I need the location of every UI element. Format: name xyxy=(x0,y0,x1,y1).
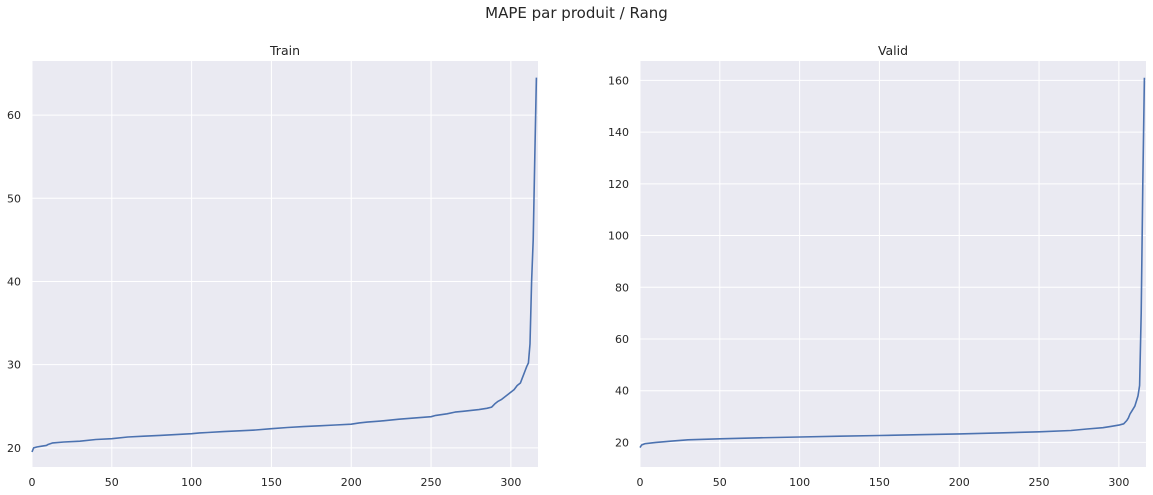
x-tick-label: 0 xyxy=(637,476,644,489)
y-tick-label: 60 xyxy=(7,109,21,122)
x-tick-label: 250 xyxy=(1029,476,1050,489)
plot-area xyxy=(32,61,538,467)
y-tick-label: 140 xyxy=(608,126,629,139)
subplot-valid: 0 50 100 150 200 250 300 20 40 60 80 100 120 140 160 Va… xyxy=(608,43,1146,489)
series-line-valid xyxy=(639,77,1146,449)
x-tick-label: 0 xyxy=(29,476,36,489)
x-tick-label: 100 xyxy=(181,476,202,489)
y-tick-label: 60 xyxy=(615,333,629,346)
x-tick-label: 200 xyxy=(949,476,970,489)
y-tick-label: 20 xyxy=(7,442,21,455)
series-line-train xyxy=(31,77,538,453)
y-tick-label: 20 xyxy=(615,436,629,449)
x-tick-label: 50 xyxy=(105,476,119,489)
x-tick-label: 50 xyxy=(713,476,727,489)
y-tick-label: 40 xyxy=(615,385,629,398)
y-tick-label: 100 xyxy=(608,230,629,243)
subplot-title-valid: Valid xyxy=(878,43,908,58)
plot-area xyxy=(640,61,1146,467)
y-tick-label: 40 xyxy=(7,275,21,288)
y-tick-label: 120 xyxy=(608,178,629,191)
subplot-train: 0 50 100 150 200 250 300 20 30 40 50 60 Train xyxy=(7,43,538,489)
y-tick-label: 80 xyxy=(615,281,629,294)
y-tick-label: 50 xyxy=(7,192,21,205)
x-tick-label: 100 xyxy=(789,476,810,489)
x-tick-label: 300 xyxy=(1108,476,1129,489)
y-tick-label: 30 xyxy=(7,359,21,372)
x-tick-label: 150 xyxy=(261,476,282,489)
x-tick-label: 200 xyxy=(341,476,362,489)
subplot-title-train: Train xyxy=(269,43,300,58)
x-tick-label: 300 xyxy=(500,476,521,489)
y-tick-label: 160 xyxy=(608,74,629,87)
figure-title: MAPE par produit / Rang xyxy=(485,4,668,22)
x-tick-label: 150 xyxy=(869,476,890,489)
x-tick-label: 250 xyxy=(421,476,442,489)
